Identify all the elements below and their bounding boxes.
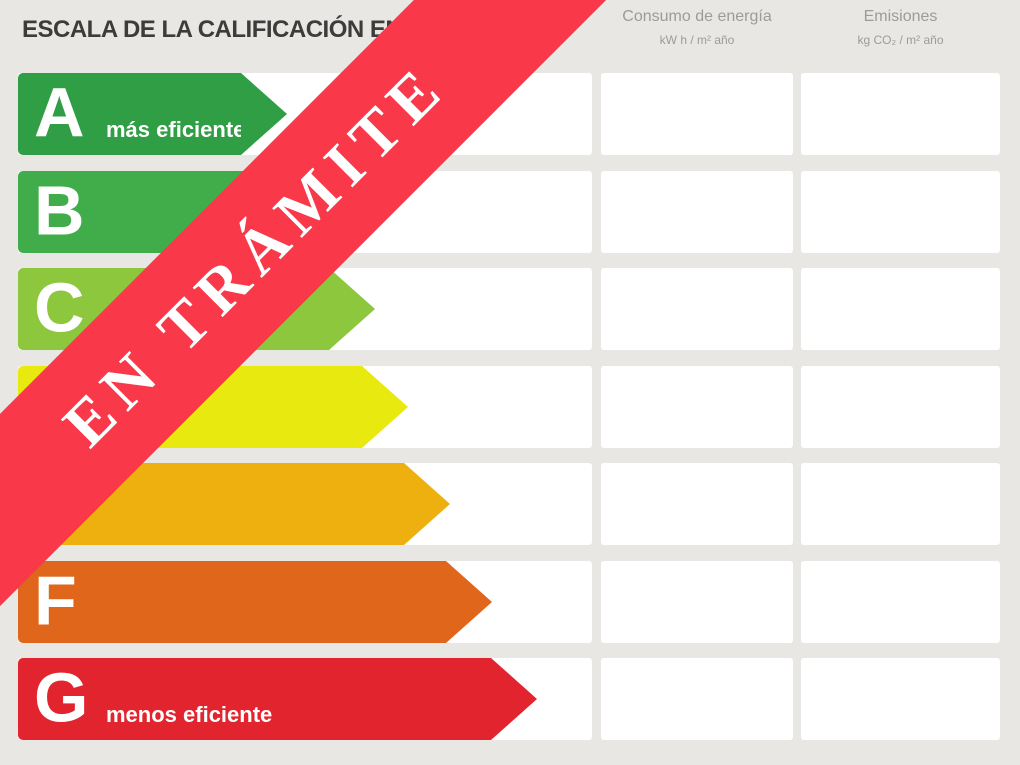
- consumo-value-cell: [601, 658, 793, 740]
- emisiones-value-cell: [801, 268, 1000, 350]
- column-header-consumo: Consumo de energía kW h / m² año: [601, 8, 793, 47]
- consumo-value-cell: [601, 365, 793, 448]
- consumo-label: Consumo de energía: [622, 8, 772, 25]
- emisiones-label: Emisiones: [863, 8, 938, 25]
- rating-letter: B: [34, 171, 85, 250]
- consumo-value-cell: [601, 268, 793, 350]
- rating-row: G menos eficiente: [0, 658, 1020, 740]
- rating-letter: C: [34, 268, 85, 347]
- emisiones-unit: kg CO₂ / m² año: [857, 33, 944, 47]
- consumo-value-cell: [601, 463, 793, 545]
- emisiones-value-cell: [801, 170, 1000, 253]
- rating-note: más eficiente: [106, 117, 246, 142]
- rating-arrow: G menos eficiente: [18, 658, 537, 740]
- rating-arrow: F: [18, 560, 492, 643]
- consumo-value-cell: [601, 73, 793, 155]
- rating-row: F: [0, 560, 1020, 643]
- rating-letter: F: [34, 561, 77, 640]
- emisiones-value-cell: [801, 658, 1000, 740]
- emisiones-value-cell: [801, 365, 1000, 448]
- consumo-value-cell: [601, 170, 793, 253]
- consumo-unit: kW h / m² año: [659, 33, 735, 47]
- rating-letter: G: [34, 658, 89, 737]
- emisiones-value-cell: [801, 560, 1000, 643]
- rating-row: E: [0, 463, 1020, 545]
- emisiones-value-cell: [801, 73, 1000, 155]
- emisiones-value-cell: [801, 463, 1000, 545]
- rating-note: menos eficiente: [106, 702, 273, 727]
- consumo-value-cell: [601, 560, 793, 643]
- column-header-emisiones: Emisiones kg CO₂ / m² año: [801, 8, 1000, 47]
- rating-row: B: [0, 170, 1020, 253]
- rating-arrow: A más eficiente: [18, 73, 287, 155]
- rating-letter: A: [34, 73, 85, 152]
